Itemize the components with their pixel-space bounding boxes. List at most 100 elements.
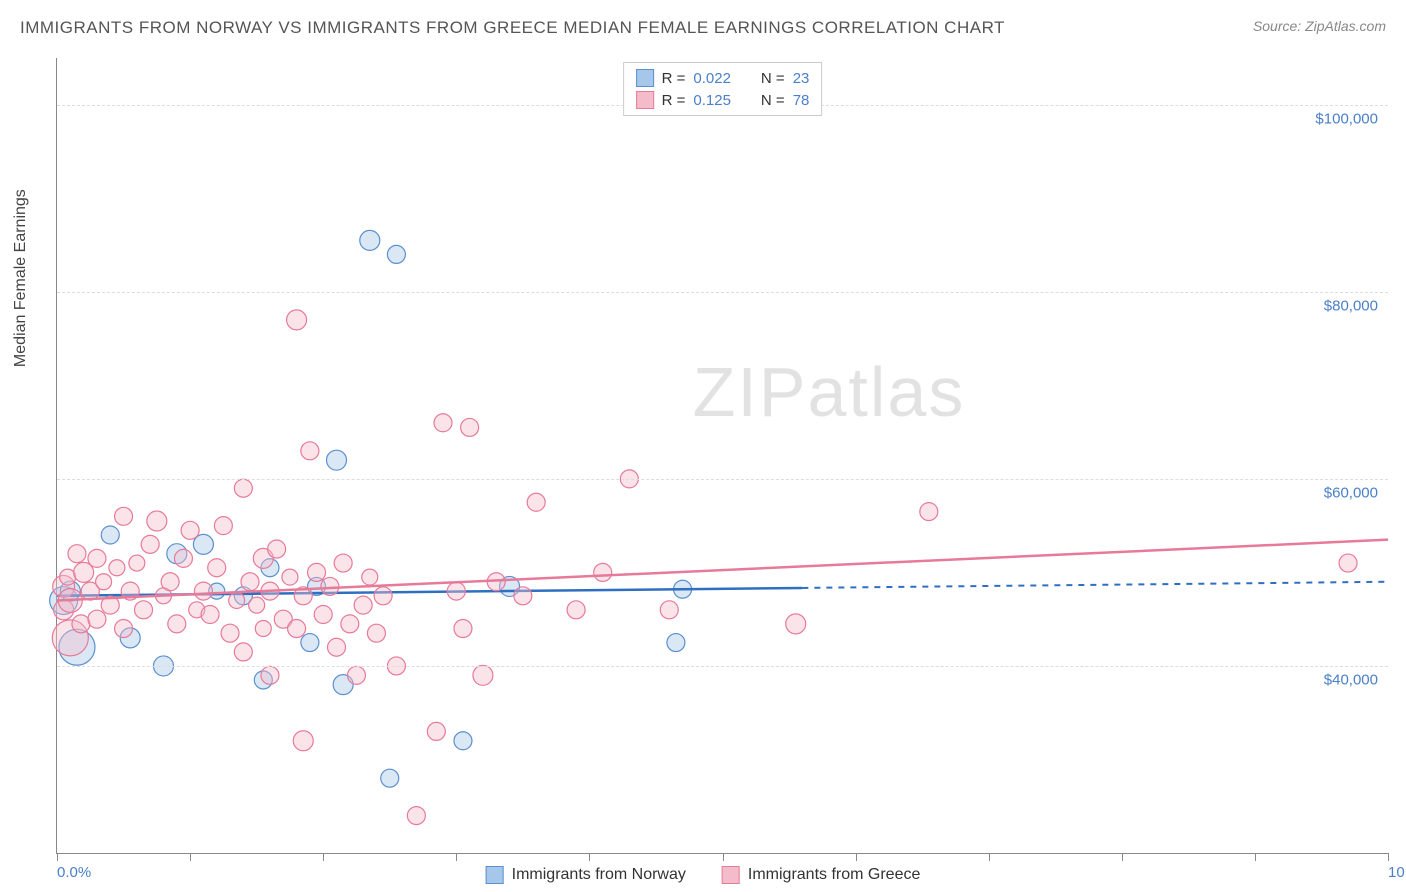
data-point-norway xyxy=(667,634,685,652)
data-point-greece xyxy=(201,606,219,624)
gridline xyxy=(57,479,1388,480)
data-point-greece xyxy=(68,545,86,563)
y-axis-label: Median Female Earnings xyxy=(12,189,30,367)
data-point-greece xyxy=(168,615,186,633)
data-point-greece xyxy=(174,549,192,567)
data-point-greece xyxy=(321,577,339,595)
n-value: 23 xyxy=(793,70,810,87)
n-label: N = xyxy=(761,92,785,109)
data-point-greece xyxy=(129,555,145,571)
x-tick xyxy=(190,853,191,861)
data-point-greece xyxy=(88,549,106,567)
data-point-greece xyxy=(301,442,319,460)
n-value: 78 xyxy=(793,92,810,109)
data-point-greece xyxy=(234,643,252,661)
n-label: N = xyxy=(761,70,785,87)
x-tick xyxy=(323,853,324,861)
r-value: 0.022 xyxy=(693,70,731,87)
data-point-greece xyxy=(229,592,245,608)
x-tick xyxy=(1388,853,1389,861)
data-point-greece xyxy=(407,807,425,825)
legend-item-norway: Immigrants from Norway xyxy=(486,866,686,884)
data-point-greece xyxy=(374,587,392,605)
data-point-greece xyxy=(282,569,298,585)
data-point-greece xyxy=(347,666,365,684)
chart-header: IMMIGRANTS FROM NORWAY VS IMMIGRANTS FRO… xyxy=(0,0,1406,44)
series-legend: Immigrants from Norway Immigrants from Gr… xyxy=(486,866,921,884)
data-point-greece xyxy=(194,582,212,600)
x-tick xyxy=(723,853,724,861)
data-point-norway xyxy=(454,732,472,750)
data-point-greece xyxy=(234,479,252,497)
data-point-greece xyxy=(527,493,545,511)
data-point-greece xyxy=(161,573,179,591)
data-point-norway xyxy=(387,245,405,263)
legend-swatch-norway xyxy=(486,866,504,884)
data-point-greece xyxy=(293,731,313,751)
data-point-greece xyxy=(594,563,612,581)
gridline xyxy=(57,292,1388,293)
data-point-greece xyxy=(241,573,259,591)
data-point-greece xyxy=(261,666,279,684)
x-tick xyxy=(989,853,990,861)
data-point-greece xyxy=(362,569,378,585)
legend-top-row-norway: R = 0.022 N = 23 xyxy=(636,67,810,89)
data-point-greece xyxy=(341,615,359,633)
data-point-greece xyxy=(72,615,90,633)
data-point-greece xyxy=(308,563,326,581)
x-tick xyxy=(57,853,58,861)
data-point-greece xyxy=(287,310,307,330)
data-point-greece xyxy=(135,601,153,619)
data-point-norway xyxy=(381,769,399,787)
x-tick-label-min: 0.0% xyxy=(57,864,91,881)
source-attribution: Source: ZipAtlas.com xyxy=(1253,18,1386,34)
plot-region: ZIPatlas R = 0.022N = 23R = 0.125N = 78 … xyxy=(56,58,1388,854)
data-point-greece xyxy=(115,507,133,525)
r-value: 0.125 xyxy=(693,92,731,109)
data-point-greece xyxy=(109,560,125,576)
data-point-greece xyxy=(427,722,445,740)
x-tick xyxy=(589,853,590,861)
regression-line-greece xyxy=(57,540,1388,601)
x-tick xyxy=(1255,853,1256,861)
data-point-greece xyxy=(447,582,465,600)
data-point-norway xyxy=(360,230,380,250)
data-point-greece xyxy=(115,620,133,638)
data-point-greece xyxy=(255,621,271,637)
data-point-greece xyxy=(567,601,585,619)
chart-area: Median Female Earnings ZIPatlas R = 0.02… xyxy=(48,58,1388,854)
data-point-greece xyxy=(314,606,332,624)
data-point-greece xyxy=(454,620,472,638)
data-point-greece xyxy=(354,596,372,614)
data-point-greece xyxy=(88,610,106,628)
legend-label-greece: Immigrants from Greece xyxy=(748,866,920,884)
scatter-svg xyxy=(57,58,1388,853)
data-point-greece xyxy=(660,601,678,619)
data-point-greece xyxy=(514,587,532,605)
x-tick xyxy=(456,853,457,861)
data-point-greece xyxy=(181,521,199,539)
data-point-greece xyxy=(367,624,385,642)
data-point-greece xyxy=(461,418,479,436)
legend-swatch-greece xyxy=(722,866,740,884)
legend-swatch-norway xyxy=(636,69,654,87)
legend-item-greece: Immigrants from Greece xyxy=(722,866,920,884)
r-label: R = xyxy=(662,92,686,109)
data-point-greece xyxy=(434,414,452,432)
data-point-greece xyxy=(249,597,265,613)
data-point-norway xyxy=(301,634,319,652)
legend-top-row-greece: R = 0.125 N = 78 xyxy=(636,89,810,111)
regression-extrapolation-norway xyxy=(802,582,1388,588)
data-point-greece xyxy=(786,614,806,634)
data-point-greece xyxy=(208,559,226,577)
correlation-legend: R = 0.022 N = 23 R = 0.125 N = 78 xyxy=(623,62,823,116)
x-tick xyxy=(1122,853,1123,861)
data-point-greece xyxy=(288,620,306,638)
data-point-greece xyxy=(473,665,493,685)
r-label: R = xyxy=(662,70,686,87)
data-point-greece xyxy=(147,511,167,531)
data-point-greece xyxy=(1339,554,1357,572)
data-point-greece xyxy=(141,535,159,553)
chart-title: IMMIGRANTS FROM NORWAY VS IMMIGRANTS FRO… xyxy=(20,18,1005,38)
data-point-greece xyxy=(334,554,352,572)
